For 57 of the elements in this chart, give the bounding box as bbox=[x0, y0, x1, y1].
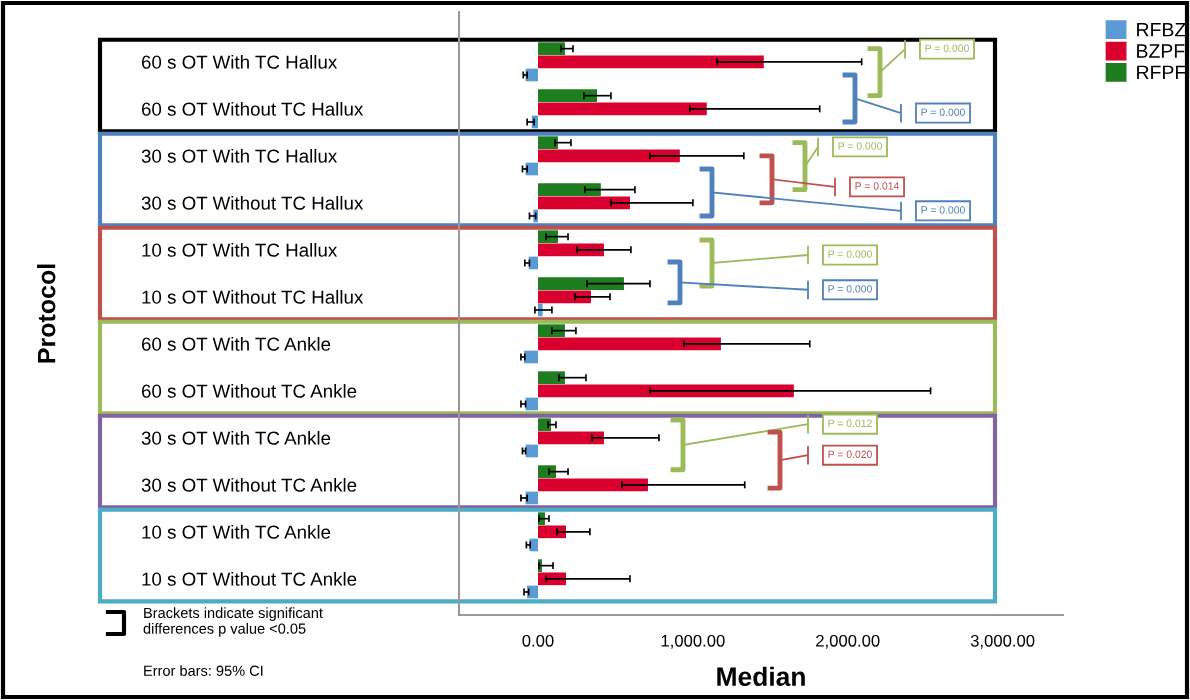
y-tick-label: 30 s OT Without TC Hallux bbox=[141, 196, 364, 210]
bar bbox=[537, 337, 721, 351]
legend-label: RFPF bbox=[1137, 65, 1186, 80]
annotation: P = 0.012 bbox=[828, 419, 872, 427]
annotation: P = 0.000 bbox=[828, 285, 872, 293]
bar bbox=[537, 371, 565, 384]
annotation: P = 0.000 bbox=[838, 142, 882, 150]
legend-label: BZPF bbox=[1137, 44, 1185, 58]
bar bbox=[537, 243, 604, 257]
bar bbox=[537, 102, 707, 116]
y-axis-title: Protocol bbox=[37, 264, 56, 363]
annotation: P = 0.000 bbox=[921, 108, 965, 116]
x-tick-label: 1,000.00 bbox=[661, 634, 725, 649]
annotation: P = 0.014 bbox=[855, 182, 900, 190]
bar bbox=[537, 277, 624, 290]
bar bbox=[537, 149, 680, 163]
bar bbox=[537, 384, 794, 398]
bar bbox=[537, 525, 567, 539]
bar bbox=[537, 230, 558, 243]
annotation: P = 0.000 bbox=[925, 44, 969, 52]
bar bbox=[537, 290, 591, 304]
text: Brackets indicate significant differences p value <0.05 bbox=[143, 607, 323, 637]
text: Error bars: 95% CI bbox=[144, 665, 263, 676]
y-tick-label: 10 s OT With TC Hallux bbox=[142, 243, 338, 257]
y-tick-label: 60 s OT With TC Hallux bbox=[141, 55, 338, 69]
bar bbox=[537, 55, 764, 69]
annotation: P = 0.020 bbox=[828, 450, 872, 458]
y-tick-label: 10 s OT With TC Ankle bbox=[142, 525, 331, 539]
x-axis-title: Median bbox=[717, 666, 805, 687]
y-tick-label: 10 s OT Without TC Hallux bbox=[142, 290, 364, 304]
bar bbox=[537, 418, 551, 431]
y-tick-label: 30 s OT Without TC Ankle bbox=[141, 478, 357, 492]
bar bbox=[525, 397, 538, 411]
y-tick-label: 60 s OT Without TC Ankle bbox=[141, 384, 357, 398]
bar bbox=[537, 183, 601, 196]
y-tick-label: 30 s OT With TC Hallux bbox=[141, 149, 338, 163]
x-tick-label: 0.00 bbox=[522, 634, 554, 647]
y-tick-label: 60 s OT With TC Ankle bbox=[141, 337, 331, 351]
bar bbox=[524, 350, 538, 364]
bar bbox=[537, 478, 648, 492]
bar bbox=[537, 196, 630, 210]
y-tick-label: 10 s OT Without TC Ankle bbox=[142, 572, 357, 586]
bar bbox=[528, 256, 538, 270]
bar bbox=[537, 324, 565, 337]
bar bbox=[537, 465, 556, 478]
x-tick-label: 2,000.00 bbox=[816, 634, 880, 649]
x-tick-label: 3,000.00 bbox=[970, 634, 1035, 649]
bar bbox=[537, 431, 604, 445]
annotation: P = 0.000 bbox=[921, 206, 965, 214]
legend-label: RFBZ bbox=[1137, 22, 1186, 37]
y-tick-label: 30 s OT With TC Ankle bbox=[141, 431, 331, 445]
y-tick-label: 60 s OT Without TC Hallux bbox=[141, 102, 364, 116]
bar bbox=[537, 136, 558, 149]
bar bbox=[525, 444, 538, 458]
annotation: P = 0.000 bbox=[828, 250, 872, 258]
bar bbox=[537, 89, 597, 102]
bar bbox=[537, 42, 565, 55]
